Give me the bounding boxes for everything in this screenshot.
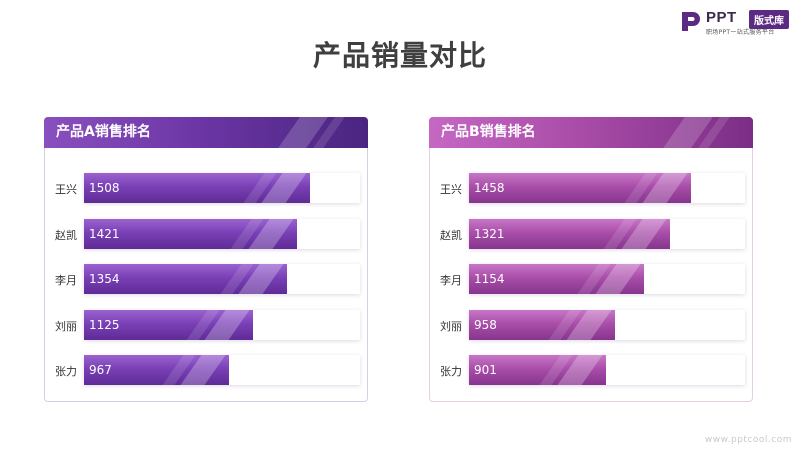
ranking-row: 王兴 1458 [430,173,752,203]
person-name: 王兴 [440,183,462,196]
bar-value: 901 [474,363,497,377]
person-name: 张力 [55,365,77,378]
bar-fill [84,264,287,294]
bar-track: 1458 [469,173,745,203]
bar-fill [84,218,297,249]
ranking-row: 赵凯 1321 [430,218,752,249]
bar-track: 901 [469,355,745,385]
brand-logo: PPT 版式库 职场PPT一站式服务平台 [680,8,794,36]
bar-fill [84,309,253,340]
panel-title: 产品B销售排名 [441,124,536,140]
ranking-row: 李月 1154 [430,264,752,294]
person-name: 李月 [55,274,77,287]
ranking-list: 王兴 1508 赵凯 1421 李月 1354 刘丽 1125 [45,173,367,401]
bar-value: 967 [89,363,112,377]
bar-fill [469,173,691,203]
person-name: 刘丽 [55,319,77,333]
bar-fill [469,264,644,294]
ranking-row: 王兴 1508 [45,173,367,203]
watermark: www.pptcool.com [704,435,792,445]
ranking-row: 张力 901 [430,355,752,385]
person-name: 赵凯 [55,228,77,242]
bar-value: 1321 [474,226,505,241]
bar-track: 1508 [84,173,360,203]
bar-track: 1321 [469,218,745,249]
bar-fill [84,355,229,385]
person-name: 张力 [440,365,462,378]
bar-fill [469,309,615,340]
ranking-row: 刘丽 958 [430,309,752,340]
person-name: 刘丽 [440,319,462,333]
bar-fill [469,355,606,385]
bar-track: 1154 [469,264,745,294]
person-name: 李月 [440,274,462,287]
ranking-list: 王兴 1458 赵凯 1321 李月 1154 刘丽 958 [430,173,752,401]
panel-title: 产品A销售排名 [56,124,151,140]
logo-tagline: 职场PPT一站式服务平台 [706,29,775,36]
panel-product-a: 产品A销售排名 王兴 1508 赵凯 1421 李月 1354 刘丽 [44,117,368,402]
bar-value: 958 [474,317,497,332]
bar-fill [84,173,310,203]
bar-track: 1125 [84,309,360,340]
ranking-row: 刘丽 1125 [45,309,367,340]
bar-value: 1421 [89,226,120,241]
bar-track: 1354 [84,264,360,294]
page-title: 产品销量对比 [312,39,487,72]
panel-header: 产品B销售排名 [429,117,753,148]
logo-mark-icon [682,12,700,31]
ranking-row: 赵凯 1421 [45,218,367,249]
bar-fill [469,218,670,249]
bar-track: 958 [469,309,745,340]
logo-text: PPT [706,9,737,26]
person-name: 王兴 [55,183,77,196]
bar-track: 967 [84,355,360,385]
person-name: 赵凯 [440,228,462,242]
panel-header: 产品A销售排名 [44,117,368,148]
bar-value: 1458 [474,181,505,195]
bar-value: 1125 [89,317,120,332]
ranking-row: 张力 967 [45,355,367,385]
bar-track: 1421 [84,218,360,249]
bar-value: 1508 [89,181,120,195]
bar-value: 1354 [89,272,120,286]
ranking-row: 李月 1354 [45,264,367,294]
logo-badge: 版式库 [749,10,789,29]
bar-value: 1154 [474,272,505,286]
panel-product-b: 产品B销售排名 王兴 1458 赵凯 1321 李月 1154 刘丽 [429,117,753,402]
